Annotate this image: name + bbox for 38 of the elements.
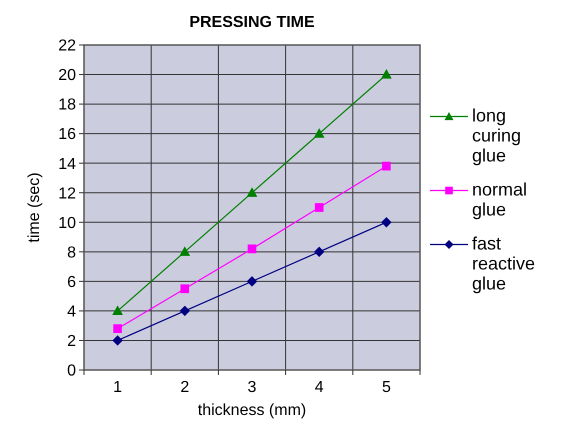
legend-label: normal glue: [472, 180, 528, 220]
x-tick-label: 3: [248, 379, 257, 396]
y-axis-title: time (sec): [26, 172, 43, 243]
point: [112, 306, 123, 316]
x-tick-label: 2: [180, 379, 190, 396]
point: [180, 306, 190, 316]
chart-title: PRESSING TIME: [189, 14, 315, 31]
y-tick-label: 20: [58, 67, 76, 84]
point: [314, 128, 324, 138]
legend-label: fast reactive glue: [472, 234, 536, 294]
point: [314, 246, 324, 257]
x-tick-label: 1: [113, 379, 122, 396]
point: [112, 335, 123, 346]
y-tick-label: 4: [67, 304, 76, 321]
y-tick-label: 6: [67, 274, 76, 291]
point: [180, 246, 190, 256]
y-tick-label: 16: [58, 126, 76, 144]
point: [248, 244, 256, 254]
legend-label: long curing glue: [472, 106, 522, 166]
x-tick-label: 5: [382, 379, 391, 396]
point: [314, 203, 324, 212]
point: [381, 217, 392, 228]
point: [382, 162, 391, 170]
y-tick-label: 8: [67, 244, 76, 262]
y-tick-label: 22: [58, 38, 76, 55]
point: [247, 188, 257, 197]
y-tick-label: 10: [58, 214, 76, 232]
x-tick-label: 4: [314, 379, 324, 396]
x-axis-title: thickness (mm): [198, 402, 306, 419]
point: [113, 324, 122, 333]
point: [381, 70, 392, 79]
point: [180, 284, 190, 294]
y-tick-label: 18: [58, 96, 76, 114]
y-tick-label: 12: [58, 185, 76, 202]
y-tick-label: 2: [67, 333, 76, 350]
point: [247, 276, 257, 286]
y-tick-label: 14: [58, 156, 76, 173]
y-tick-label: 0: [67, 362, 76, 380]
